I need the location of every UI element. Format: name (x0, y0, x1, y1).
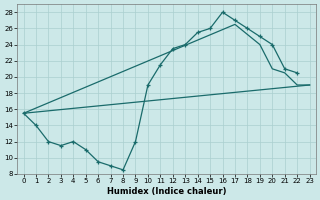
X-axis label: Humidex (Indice chaleur): Humidex (Indice chaleur) (107, 187, 226, 196)
